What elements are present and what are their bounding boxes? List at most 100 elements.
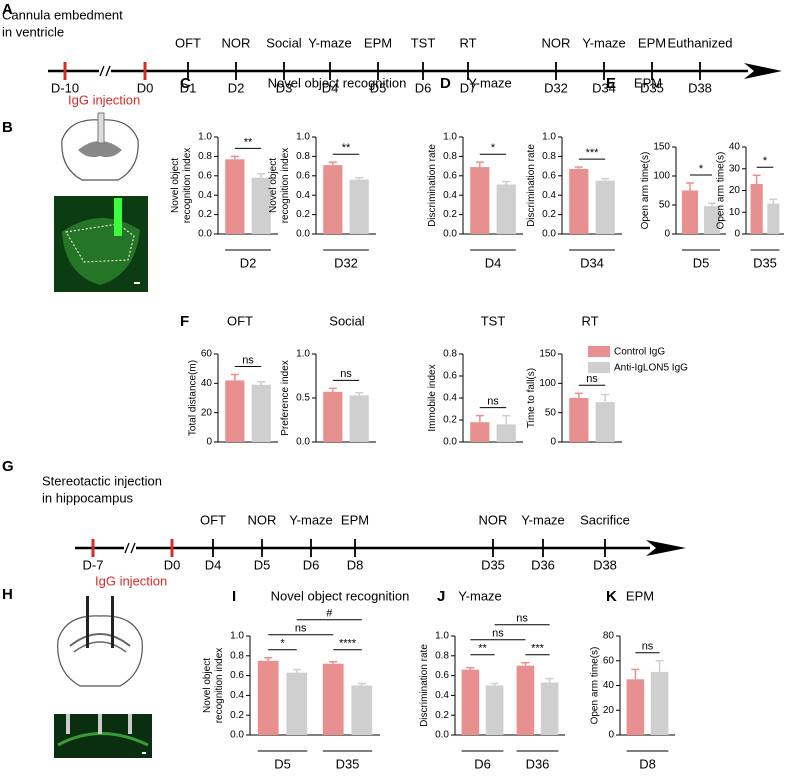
bar <box>470 422 490 442</box>
legend-swatch <box>588 346 610 357</box>
timeline-break <box>124 542 136 554</box>
bar <box>569 169 589 234</box>
y-tick-label: 0.6 <box>443 170 457 181</box>
chart-title: RT <box>581 313 598 328</box>
day-label: D5 <box>254 557 271 572</box>
bar <box>470 167 490 234</box>
y-tick-label: 0.8 <box>435 650 449 661</box>
bar <box>595 180 615 234</box>
chart-title: Novel object recognition <box>271 588 410 603</box>
day-label: D2 <box>228 80 245 95</box>
x-tick-label: D6 <box>474 756 491 771</box>
y-axis-label: recognition index <box>182 148 193 224</box>
bar <box>461 669 480 735</box>
test-label: EPM <box>341 512 369 527</box>
y-tick-label: 0.2 <box>443 209 457 220</box>
x-tick-label: D32 <box>334 255 358 270</box>
panel-letter: H <box>2 586 13 603</box>
y-tick-label: 0.2 <box>443 415 457 426</box>
y-tick-label: 0.8 <box>296 151 310 162</box>
timeline-description: in ventricle <box>2 24 64 39</box>
x-tick-label: D5 <box>693 255 710 270</box>
y-axis-label: Novel object <box>268 158 279 213</box>
test-label: Sacrifice <box>580 512 630 527</box>
bar <box>767 203 780 234</box>
y-axis-label: recognition index <box>214 648 225 724</box>
day-label: D8 <box>347 557 364 572</box>
significance-label: ns <box>492 628 504 640</box>
significance-label: # <box>326 608 333 620</box>
timeline-break <box>130 542 136 554</box>
test-label: Y-maze <box>308 35 352 50</box>
timeline-break <box>99 65 111 77</box>
significance-label: ** <box>478 643 487 655</box>
bar <box>323 391 343 442</box>
bar <box>322 663 344 735</box>
y-tick-label: 1.0 <box>542 132 556 143</box>
significance-label: ns <box>642 641 654 653</box>
panel-letter: F <box>180 313 189 330</box>
y-tick-label: 80 <box>603 631 615 642</box>
panel-letter: D <box>440 75 451 92</box>
y-tick-label: 50 <box>659 200 671 211</box>
y-tick-label: 100 <box>539 378 556 389</box>
timeline-description: Cannula embedment <box>2 7 123 22</box>
y-tick-label: 0.5 <box>296 393 310 404</box>
significance-label: ns <box>487 396 499 408</box>
y-tick-label: 0 <box>664 229 670 240</box>
test-label: EPM <box>364 35 392 50</box>
chart-title: Y-maze <box>468 75 512 90</box>
day-label: D32 <box>544 80 568 95</box>
timeline-description: in hippocampus <box>42 490 134 505</box>
panel-letter: C <box>180 75 191 92</box>
y-tick-label: 1.0 <box>198 132 212 143</box>
legend-swatch <box>588 362 610 373</box>
day-label: D0 <box>137 80 154 95</box>
y-tick-label: 0.0 <box>443 229 457 240</box>
significance-label: * <box>763 155 768 167</box>
y-tick-label: 0.8 <box>443 349 457 360</box>
test-label: NOR <box>479 512 508 527</box>
y-tick-label: 10 <box>729 207 741 218</box>
bar <box>750 183 763 234</box>
day-label: D34 <box>592 80 616 95</box>
chart-title: EPM <box>634 75 662 90</box>
y-axis-label: Novel object <box>202 658 213 713</box>
y-tick-label: 0.6 <box>198 170 212 181</box>
day-label: D38 <box>688 80 712 95</box>
test-label: NOR <box>542 35 571 50</box>
y-axis-label: Total distance(m) <box>187 360 198 436</box>
y-tick-label: 0.0 <box>296 437 310 448</box>
significance-label: * <box>280 638 285 650</box>
bar <box>569 398 589 442</box>
y-tick-label: 0.0 <box>230 730 244 741</box>
x-tick-label: D35 <box>336 756 360 771</box>
chart-title: Novel object recognition <box>268 75 407 90</box>
y-tick-label: 20 <box>729 185 741 196</box>
y-tick-label: 20 <box>201 407 213 418</box>
y-tick-label: 0.4 <box>542 190 556 201</box>
timeline-description: Stereotactic injection <box>42 473 162 488</box>
y-tick-label: 0.6 <box>230 670 244 681</box>
day-label: D3 <box>276 80 293 95</box>
bar <box>626 679 645 735</box>
y-tick-label: 0.0 <box>443 437 457 448</box>
legend-label: Control IgG <box>614 347 665 358</box>
y-tick-label: 0 <box>734 229 740 240</box>
test-label: Y-maze <box>521 512 565 527</box>
y-tick-label: 0.6 <box>435 670 449 681</box>
y-tick-label: 0.2 <box>198 209 212 220</box>
y-tick-label: 50 <box>545 407 557 418</box>
bar <box>286 672 308 735</box>
panel-letter: I <box>232 588 236 605</box>
y-tick-label: 0.4 <box>435 690 449 701</box>
y-tick-label: 150 <box>539 349 556 360</box>
injection-label: IgG injection <box>95 573 167 588</box>
bar <box>682 190 698 234</box>
y-tick-label: 40 <box>603 680 615 691</box>
test-label: TST <box>411 35 436 50</box>
bar <box>257 660 279 735</box>
y-tick-label: 0.4 <box>296 190 310 201</box>
timeline-break <box>99 65 105 77</box>
y-axis-label: Discrimination rate <box>419 644 430 727</box>
